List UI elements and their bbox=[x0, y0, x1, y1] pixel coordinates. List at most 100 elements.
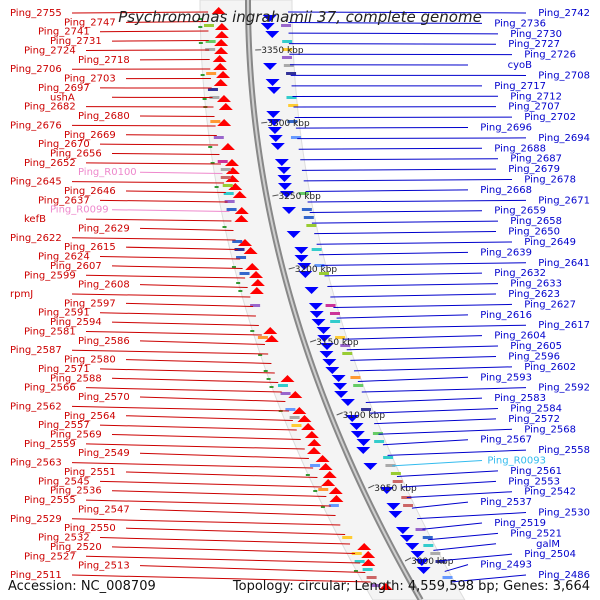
feature-bar[interactable] bbox=[342, 536, 353, 539]
forward-gene-arrow[interactable] bbox=[212, 55, 227, 62]
reverse-gene-arrow[interactable] bbox=[388, 511, 403, 518]
forward-gene-label[interactable]: Ping_2724 bbox=[24, 45, 76, 56]
reverse-gene-label[interactable]: Ping_2736 bbox=[494, 18, 546, 29]
forward-gene-arrow[interactable] bbox=[306, 447, 321, 454]
feature-bar[interactable] bbox=[286, 72, 297, 75]
reverse-gene-label[interactable]: Ping_2742 bbox=[538, 8, 590, 19]
feature-bar[interactable] bbox=[430, 552, 441, 555]
forward-gene-arrow[interactable] bbox=[329, 495, 344, 502]
forward-gene-label[interactable]: Ping_2669 bbox=[64, 130, 116, 141]
reverse-gene-label[interactable]: Ping_R0093 bbox=[487, 456, 546, 467]
feature-bar[interactable] bbox=[234, 248, 245, 251]
forward-gene-label[interactable]: Ping_2624 bbox=[38, 252, 90, 263]
forward-gene-label[interactable]: Ping_2622 bbox=[10, 233, 62, 244]
reverse-gene-label[interactable]: Ping_2593 bbox=[480, 372, 532, 383]
reverse-gene-label[interactable]: Ping_2504 bbox=[524, 549, 576, 560]
forward-gene-label[interactable]: Ping_2586 bbox=[78, 336, 130, 347]
forward-gene-arrow[interactable] bbox=[361, 551, 376, 558]
forward-gene-label[interactable]: Ping_2597 bbox=[64, 298, 116, 309]
feature-bar[interactable] bbox=[353, 384, 364, 387]
feature-bar[interactable] bbox=[318, 488, 329, 491]
forward-gene-arrow[interactable] bbox=[214, 39, 229, 46]
reverse-gene-label[interactable]: Ping_2671 bbox=[538, 195, 590, 206]
forward-gene-label[interactable]: Ping_2608 bbox=[78, 280, 130, 291]
forward-gene-label[interactable]: Ping_2549 bbox=[78, 448, 130, 459]
forward-gene-arrow[interactable] bbox=[250, 279, 265, 286]
forward-gene-arrow[interactable] bbox=[213, 79, 228, 86]
feature-bar[interactable] bbox=[310, 464, 321, 467]
forward-gene-arrow[interactable] bbox=[378, 583, 393, 590]
feature-bar[interactable] bbox=[232, 240, 243, 243]
reverse-gene-arrow[interactable] bbox=[340, 399, 355, 406]
reverse-gene-arrow[interactable] bbox=[317, 335, 332, 342]
feature-bar[interactable] bbox=[301, 208, 312, 211]
feature-bar[interactable] bbox=[223, 192, 234, 195]
feature-bar[interactable] bbox=[286, 96, 297, 99]
reverse-gene-label[interactable]: Ping_2584 bbox=[510, 403, 562, 414]
forward-gene-label[interactable]: Ping_2527 bbox=[24, 551, 76, 562]
forward-gene-arrow[interactable] bbox=[216, 95, 231, 102]
reverse-gene-arrow[interactable] bbox=[405, 543, 420, 550]
forward-gene-label[interactable]: Ping_2513 bbox=[78, 561, 130, 572]
reverse-gene-arrow[interactable] bbox=[286, 231, 301, 238]
reverse-gene-arrow[interactable] bbox=[320, 343, 335, 350]
forward-gene-label[interactable]: Ping_2607 bbox=[50, 261, 102, 272]
forward-gene-label[interactable]: Ping_2718 bbox=[78, 55, 130, 66]
forward-gene-label[interactable]: Ping_2532 bbox=[38, 533, 90, 544]
reverse-gene-label[interactable]: Ping_2486 bbox=[538, 570, 590, 581]
feature-bar[interactable] bbox=[220, 176, 231, 179]
forward-gene-label[interactable]: Ping_2555 bbox=[24, 495, 76, 506]
feature-bar[interactable] bbox=[314, 264, 325, 267]
forward-gene-label[interactable]: Ping_2646 bbox=[64, 186, 116, 197]
reverse-gene-label[interactable]: Ping_2708 bbox=[538, 70, 590, 81]
feature-bar[interactable] bbox=[239, 272, 250, 275]
forward-gene-arrow[interactable] bbox=[216, 71, 231, 78]
feature-bar[interactable] bbox=[236, 256, 247, 259]
reverse-gene-label[interactable]: Ping_2633 bbox=[510, 279, 562, 290]
feature-bar[interactable] bbox=[351, 552, 362, 555]
forward-gene-arrow[interactable] bbox=[220, 143, 235, 150]
reverse-gene-arrow[interactable] bbox=[274, 159, 289, 166]
reverse-gene-label[interactable]: Ping_2530 bbox=[538, 508, 590, 519]
forward-gene-label[interactable]: Ping_2588 bbox=[50, 373, 102, 384]
reverse-gene-label[interactable]: Ping_2617 bbox=[538, 320, 590, 331]
reverse-gene-arrow[interactable] bbox=[279, 191, 294, 198]
reverse-gene-arrow[interactable] bbox=[334, 391, 349, 398]
reverse-gene-label[interactable]: Ping_2605 bbox=[510, 341, 562, 352]
reverse-gene-arrow[interactable] bbox=[333, 383, 348, 390]
forward-gene-arrow[interactable] bbox=[288, 391, 303, 398]
reverse-gene-label[interactable]: Ping_2702 bbox=[524, 112, 576, 123]
feature-bar[interactable] bbox=[340, 344, 351, 347]
feature-bar[interactable] bbox=[250, 304, 261, 307]
forward-gene-arrow[interactable] bbox=[328, 487, 343, 494]
reverse-gene-arrow[interactable] bbox=[363, 463, 378, 470]
reverse-gene-arrow[interactable] bbox=[297, 263, 312, 270]
reverse-gene-arrow[interactable] bbox=[277, 175, 292, 182]
reverse-gene-label[interactable]: Ping_2583 bbox=[494, 393, 546, 404]
forward-gene-label[interactable]: Ping_2569 bbox=[50, 430, 102, 441]
reverse-gene-arrow[interactable] bbox=[276, 167, 291, 174]
feature-bar[interactable] bbox=[328, 504, 339, 507]
reverse-gene-label[interactable]: Ping_2553 bbox=[508, 476, 560, 487]
feature-bar[interactable] bbox=[392, 480, 403, 483]
feature-bar[interactable] bbox=[203, 24, 214, 27]
reverse-gene-arrow[interactable] bbox=[308, 303, 323, 310]
feature-bar[interactable] bbox=[342, 352, 353, 355]
feature-bar[interactable] bbox=[442, 576, 453, 579]
forward-gene-arrow[interactable] bbox=[318, 463, 333, 470]
forward-gene-arrow[interactable] bbox=[301, 423, 316, 430]
forward-gene-label[interactable]: Ping_2680 bbox=[78, 111, 130, 122]
reverse-gene-arrow[interactable] bbox=[267, 87, 282, 94]
forward-gene-label[interactable]: Ping_2747 bbox=[64, 17, 116, 28]
reverse-gene-label[interactable]: Ping_2519 bbox=[494, 518, 546, 529]
reverse-gene-label[interactable]: Ping_2668 bbox=[480, 185, 532, 196]
reverse-gene-label[interactable]: Ping_2726 bbox=[524, 50, 576, 61]
forward-gene-arrow[interactable] bbox=[321, 479, 336, 486]
reverse-gene-label[interactable]: Ping_2567 bbox=[480, 435, 532, 446]
forward-gene-label[interactable]: Ping_2615 bbox=[64, 242, 116, 253]
forward-gene-label[interactable]: rpmJ bbox=[10, 289, 33, 300]
forward-gene-arrow[interactable] bbox=[264, 335, 279, 342]
reverse-gene-label[interactable]: Ping_2627 bbox=[524, 299, 576, 310]
forward-gene-arrow[interactable] bbox=[249, 287, 264, 294]
feature-bar[interactable] bbox=[257, 336, 268, 339]
